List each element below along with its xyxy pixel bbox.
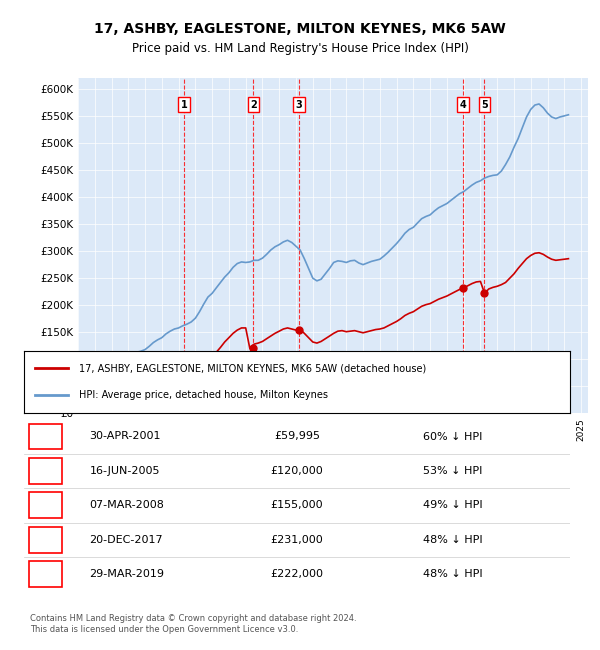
Text: Price paid vs. HM Land Registry's House Price Index (HPI): Price paid vs. HM Land Registry's House … xyxy=(131,42,469,55)
Text: 17, ASHBY, EAGLESTONE, MILTON KEYNES, MK6 5AW (detached house): 17, ASHBY, EAGLESTONE, MILTON KEYNES, MK… xyxy=(79,363,426,373)
Text: 2: 2 xyxy=(250,100,257,110)
Text: 3: 3 xyxy=(42,500,50,510)
Text: 07-MAR-2008: 07-MAR-2008 xyxy=(89,500,164,510)
Text: Contains HM Land Registry data © Crown copyright and database right 2024.
This d: Contains HM Land Registry data © Crown c… xyxy=(30,614,356,634)
FancyBboxPatch shape xyxy=(29,424,62,449)
Text: £231,000: £231,000 xyxy=(271,535,323,545)
Text: 20-DEC-2017: 20-DEC-2017 xyxy=(89,535,163,545)
Text: 60% ↓ HPI: 60% ↓ HPI xyxy=(422,432,482,441)
FancyBboxPatch shape xyxy=(29,493,62,518)
Text: 29-MAR-2019: 29-MAR-2019 xyxy=(89,569,164,579)
Text: 4: 4 xyxy=(42,535,50,545)
Text: 48% ↓ HPI: 48% ↓ HPI xyxy=(422,535,482,545)
Text: £222,000: £222,000 xyxy=(271,569,323,579)
Text: 1: 1 xyxy=(42,432,50,441)
Text: 16-JUN-2005: 16-JUN-2005 xyxy=(89,466,160,476)
Text: £155,000: £155,000 xyxy=(271,500,323,510)
Text: 1: 1 xyxy=(181,100,187,110)
Text: 53% ↓ HPI: 53% ↓ HPI xyxy=(422,466,482,476)
Text: £59,995: £59,995 xyxy=(274,432,320,441)
Text: HPI: Average price, detached house, Milton Keynes: HPI: Average price, detached house, Milt… xyxy=(79,391,328,400)
FancyBboxPatch shape xyxy=(29,527,62,552)
Text: 5: 5 xyxy=(481,100,488,110)
Text: 49% ↓ HPI: 49% ↓ HPI xyxy=(422,500,482,510)
Text: 48% ↓ HPI: 48% ↓ HPI xyxy=(422,569,482,579)
Text: 5: 5 xyxy=(42,569,50,579)
FancyBboxPatch shape xyxy=(29,562,62,587)
FancyBboxPatch shape xyxy=(29,458,62,484)
Text: 30-APR-2001: 30-APR-2001 xyxy=(89,432,161,441)
Text: 3: 3 xyxy=(296,100,302,110)
Text: 4: 4 xyxy=(460,100,467,110)
Text: £120,000: £120,000 xyxy=(271,466,323,476)
Text: 2: 2 xyxy=(42,466,50,476)
Text: 17, ASHBY, EAGLESTONE, MILTON KEYNES, MK6 5AW: 17, ASHBY, EAGLESTONE, MILTON KEYNES, MK… xyxy=(94,22,506,36)
